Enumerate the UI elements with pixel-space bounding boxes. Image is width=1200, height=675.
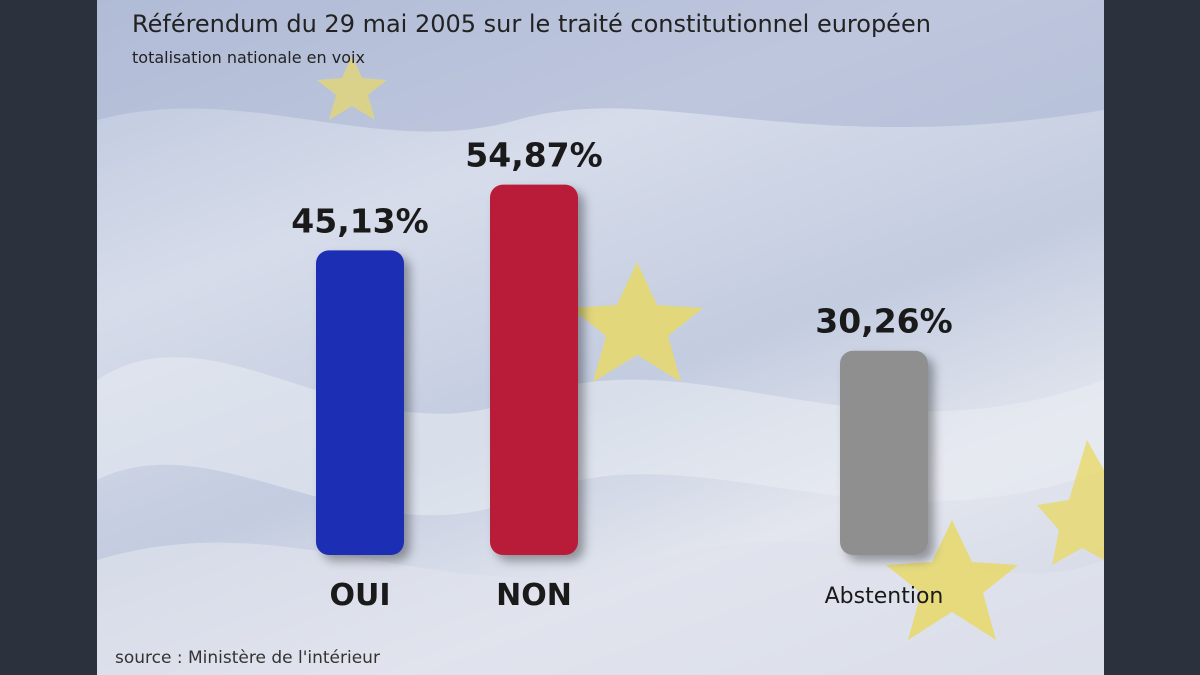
- bar-abstention: [840, 350, 928, 555]
- chart-panel: Référendum du 29 mai 2005 sur le traité …: [97, 0, 1104, 675]
- bar-oui: [316, 250, 404, 555]
- chart-title: Référendum du 29 mai 2005 sur le traité …: [132, 10, 931, 38]
- star-icon: [317, 55, 387, 120]
- chart-subtitle: totalisation nationale en voix: [132, 48, 365, 67]
- source-note: source : Ministère de l'intérieur: [115, 648, 380, 668]
- value-label-non: 54,87%: [465, 136, 602, 175]
- star-icon: [1037, 440, 1104, 565]
- value-label-oui: 45,13%: [291, 201, 428, 240]
- star-icon: [886, 520, 1018, 640]
- value-label-abstention: 30,26%: [815, 302, 952, 341]
- category-label-non: NON: [496, 578, 572, 613]
- category-label-abstention: Abstention: [825, 584, 944, 609]
- bar-chart: 45,13% OUI 54,87% NON 30,26% Abstention: [291, 136, 952, 613]
- category-label-oui: OUI: [329, 578, 390, 613]
- star-icon: [571, 262, 703, 382]
- bar-non: [490, 184, 578, 555]
